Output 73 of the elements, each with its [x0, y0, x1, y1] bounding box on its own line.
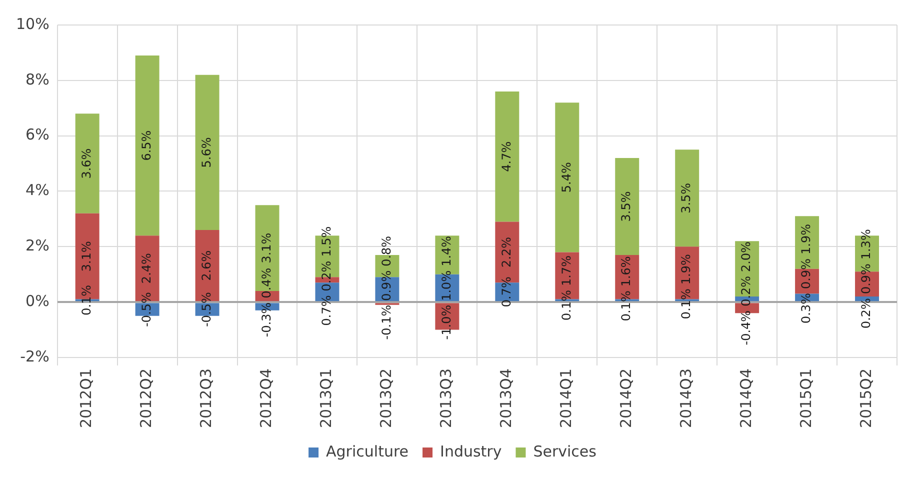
data-label: 1.0% [439, 270, 454, 301]
data-label: -0.5% [199, 292, 214, 327]
data-label: 1.9% [799, 224, 814, 254]
data-label: 3.5% [679, 182, 694, 214]
bar [75, 114, 100, 214]
data-label: 0.9% [859, 264, 874, 294]
data-label: 2.6% [199, 250, 214, 281]
data-label: 0.3% [799, 292, 814, 324]
x-tick-label: 2013Q2 [377, 368, 396, 428]
data-label: 0.2% [739, 276, 754, 306]
data-label: 0.1% [619, 290, 634, 322]
legend-label: Industry [440, 442, 502, 460]
data-label: 2.2% [499, 236, 514, 268]
data-label: 0.8% [379, 236, 394, 266]
data-label: 0.1% [559, 290, 574, 320]
data-label: 2.0% [739, 241, 754, 272]
x-tick-label: 2012Q2 [137, 368, 156, 428]
y-tick-label: 8% [26, 70, 50, 88]
x-tick-label: 2012Q4 [257, 368, 276, 428]
data-label: 0.9% [799, 258, 814, 289]
data-label: -0.3% [259, 302, 274, 338]
y-tick-label: 6% [26, 126, 50, 144]
data-label: 0.1% [79, 284, 94, 316]
data-label: 0.9% [379, 270, 394, 301]
data-label: -0.5% [139, 292, 154, 327]
data-label: 3.6% [79, 148, 94, 179]
x-tick-label: 2015Q1 [796, 368, 815, 428]
data-label: 0.7% [319, 295, 334, 326]
data-label: 1.6% [619, 256, 634, 287]
data-label: 1.4% [439, 236, 454, 266]
x-tick-label: 2013Q1 [317, 368, 336, 428]
x-tick-label: 2013Q3 [437, 368, 456, 428]
y-tick-label: 4% [26, 181, 50, 200]
data-label: 1.5% [319, 226, 334, 257]
data-label: -1.0% [439, 304, 454, 340]
data-label: 0.1% [679, 288, 694, 320]
data-label: 0.4% [259, 268, 274, 298]
data-label: 0.7% [499, 276, 514, 308]
data-label: 0.2% [859, 298, 874, 329]
data-label: 5.6% [199, 137, 214, 168]
legend-label: Services [533, 442, 597, 460]
data-label: -0.4% [739, 310, 754, 346]
data-label: 3.1% [259, 232, 274, 264]
data-label: 0.2% [319, 260, 334, 292]
x-tick-label: 2014Q2 [617, 368, 635, 428]
x-tick-label: 2012Q1 [77, 368, 96, 428]
data-label: 1.7% [559, 255, 574, 286]
bar [675, 150, 700, 247]
data-label: 6.5% [139, 130, 154, 161]
data-label: 4.7% [499, 141, 514, 172]
x-tick-label: 2015Q2 [856, 368, 875, 428]
bar [615, 158, 640, 255]
bar [195, 74, 220, 230]
y-tick-label: -2% [20, 347, 50, 366]
data-label: 2.4% [139, 253, 154, 284]
y-tick-label: 2% [26, 236, 50, 255]
y-tick-label: 0% [26, 292, 50, 310]
x-tick-label: 2014Q3 [676, 368, 695, 428]
y-tick-label: 10% [16, 14, 50, 33]
x-tick-label: 2014Q1 [557, 368, 576, 428]
data-label: 1.3% [859, 229, 874, 260]
x-tick-label: 2014Q4 [736, 368, 755, 428]
data-label: 1.9% [679, 254, 694, 285]
bar [135, 55, 160, 236]
x-tick-label: 2013Q4 [497, 368, 516, 428]
data-label: 3.5% [619, 191, 634, 222]
data-label: 5.4% [559, 162, 574, 193]
data-label: 3.1% [79, 241, 94, 272]
bar [555, 102, 580, 252]
data-label: -0.1% [379, 304, 394, 340]
x-tick-label: 2012Q3 [197, 368, 216, 428]
legend-label: Agriculture [326, 442, 409, 460]
bar [495, 91, 520, 222]
